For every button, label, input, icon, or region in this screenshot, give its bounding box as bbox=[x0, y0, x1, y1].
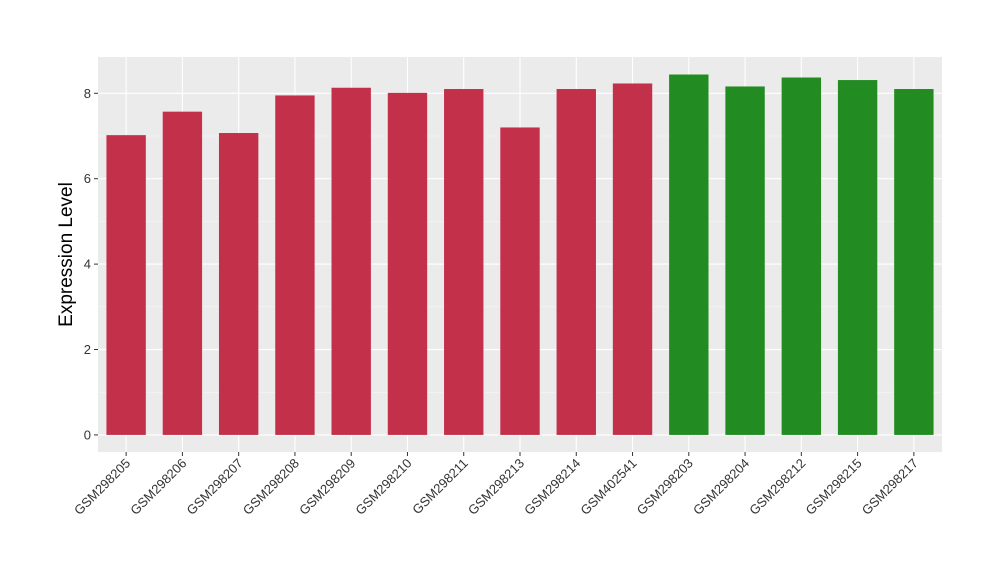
y-axis: 0 2 4 6 8 bbox=[84, 86, 98, 442]
x-tick-label: GSM402541 bbox=[577, 456, 639, 518]
x-tick-label: GSM298211 bbox=[409, 456, 471, 518]
y-tick-label: 0 bbox=[84, 427, 91, 442]
x-tick-label: GSM298206 bbox=[127, 456, 189, 518]
bar bbox=[444, 89, 484, 435]
bar bbox=[106, 135, 146, 435]
bars bbox=[106, 74, 934, 435]
y-tick-label: 6 bbox=[84, 171, 91, 186]
y-tick-label: 4 bbox=[84, 257, 91, 272]
x-tick-label: GSM298204 bbox=[690, 456, 752, 518]
bar bbox=[218, 133, 259, 435]
x-tick-label: GSM298205 bbox=[71, 456, 133, 518]
bar bbox=[387, 92, 428, 435]
bar bbox=[781, 77, 822, 435]
x-tick-label: GSM298203 bbox=[634, 456, 696, 518]
bar bbox=[556, 89, 596, 435]
bar bbox=[894, 89, 934, 435]
bar bbox=[725, 86, 765, 435]
x-tick-label: GSM298213 bbox=[465, 456, 527, 518]
y-tick-label: 8 bbox=[84, 86, 91, 101]
x-axis: GSM298205GSM298206GSM298207GSM298208GSM2… bbox=[71, 452, 921, 518]
x-tick-label: GSM298210 bbox=[352, 456, 414, 518]
bar bbox=[669, 74, 709, 435]
x-tick-label: GSM298207 bbox=[184, 456, 246, 518]
bar bbox=[612, 83, 653, 435]
y-tick-label: 2 bbox=[84, 342, 91, 357]
x-tick-label: GSM298208 bbox=[240, 456, 302, 518]
x-tick-label: GSM298214 bbox=[521, 456, 583, 518]
x-tick-label: GSM298217 bbox=[859, 456, 921, 518]
bar bbox=[500, 127, 540, 435]
bar bbox=[162, 111, 203, 435]
y-axis-title: Expression Level bbox=[56, 182, 77, 327]
bar bbox=[331, 87, 371, 435]
x-tick-label: GSM298215 bbox=[802, 456, 864, 518]
bar bbox=[837, 80, 878, 435]
x-tick-label: GSM298212 bbox=[746, 456, 808, 518]
x-tick-label: GSM298209 bbox=[296, 456, 358, 518]
bar bbox=[275, 95, 315, 435]
